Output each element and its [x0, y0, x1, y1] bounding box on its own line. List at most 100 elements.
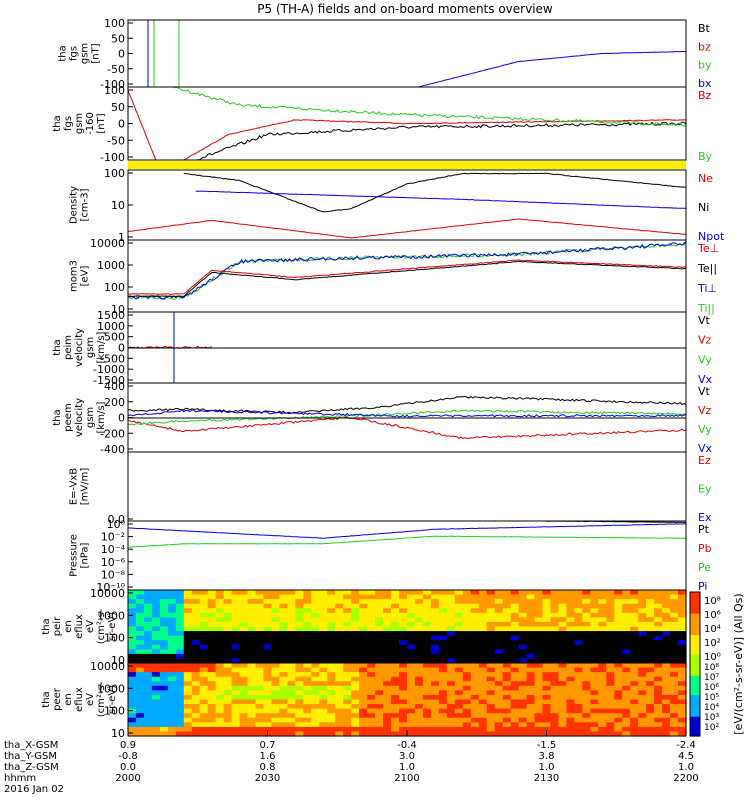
colorbar-cell: [690, 680, 700, 684]
y-axis-label: Density: [69, 186, 80, 224]
y-axis-label: tha: [41, 691, 52, 707]
colorbar-cell: [690, 721, 700, 725]
y-axis-label: peem: [63, 403, 74, 431]
chart-title: P5 (TH-A) fields and on-board moments ov…: [257, 2, 553, 16]
colorbar-tick: 10⁴: [704, 703, 719, 713]
colorbar-tick: 10⁶: [704, 610, 721, 621]
y-axis-label: tha: [52, 115, 63, 131]
colorbar-cell: [690, 704, 700, 708]
y-tick-label: 100: [104, 705, 125, 718]
legend-entry: Bt: [698, 22, 711, 35]
legend-entry: Pt: [698, 523, 710, 536]
colorbar-tick: 10²: [704, 723, 719, 733]
y-tick-label: 10: [111, 303, 125, 316]
colorbar-cell: [690, 625, 700, 629]
colorbar-tick: 10⁵: [704, 693, 719, 703]
y-tick-label: 10000: [90, 237, 125, 250]
colorbar-cell: [690, 702, 700, 706]
colorbar-cell: [690, 652, 700, 655]
y-tick-label: 50: [111, 101, 125, 114]
legend-entry: Ti⊥: [697, 282, 717, 295]
x-axis: tha_X-GSM 0.9 0.7 -0.4 -1.5 -2.4 tha_Y-GSM -0.8…: [4, 730, 699, 795]
colorbar-cell: [690, 712, 700, 715]
y-tick-label: -1000: [93, 363, 125, 376]
y-tick-label: 100: [104, 84, 125, 97]
colorbar-cell: [690, 697, 700, 701]
y-tick-label: 200: [104, 396, 125, 409]
colorbar-cell: [690, 606, 700, 610]
spectrogram-layer: [128, 161, 687, 737]
y-axis-label: [eV]: [80, 266, 91, 287]
colorbar-cell: [690, 695, 700, 699]
y-tick-label: 10: [111, 727, 125, 740]
y-axis-label: eflux: [74, 687, 85, 712]
legend-entry: Ez: [698, 454, 711, 467]
y-tick-label: 10⁻⁶: [101, 556, 126, 569]
legend-entry: Npot: [698, 230, 725, 243]
x-tick-label: -1.5: [537, 740, 557, 751]
legend-entry: Vt: [698, 385, 711, 398]
legend-entry: Ni: [698, 201, 709, 214]
y-axis-label: velocity: [74, 328, 85, 367]
y-tick-label: -500: [100, 352, 125, 365]
colorbar-cell: [690, 654, 700, 658]
legend-entry: Vy: [698, 353, 712, 366]
legend-entry: Pi: [698, 580, 707, 593]
pe-line: [127, 535, 687, 548]
colorbar-cell: [690, 728, 700, 732]
y-axis-label: gsm: [85, 337, 96, 358]
y-tick-label: 10000: [90, 660, 125, 673]
y-axis-label: mom3: [69, 260, 80, 292]
colorbar-cell: [690, 640, 700, 643]
y-tick-label: 1000: [97, 259, 125, 272]
x-row-label: tha_Z-GSM: [4, 762, 59, 773]
panel-frame: [127, 451, 687, 522]
colorbar-tick: 10⁸: [704, 663, 719, 673]
colorbar-cell: [690, 688, 700, 691]
colorbar-cell: [690, 731, 700, 735]
colorbar-cell: [690, 642, 700, 646]
y-axis-label: [nT]: [91, 43, 102, 63]
colorbar-cell: [690, 601, 700, 605]
colorbar-cell: [690, 685, 700, 689]
y-axis-label: sr-eV): [107, 685, 118, 714]
colorbar-cell: [690, 596, 700, 600]
x-row-label: tha_X-GSM: [4, 740, 58, 751]
y-tick-label: 1000: [97, 609, 125, 622]
y-axis-label: fgs: [63, 116, 74, 131]
y-axis-label: [nT]: [96, 113, 107, 133]
y-tick-label: 0: [118, 48, 125, 61]
y-tick-label: 1500: [97, 309, 125, 322]
x-tick-label: 1.0: [399, 762, 415, 773]
y-axis-label: tha: [41, 618, 52, 634]
y-tick-label: -50: [107, 63, 125, 76]
x-tick-label: 2200: [673, 773, 698, 784]
colorbar-cell: [690, 668, 700, 672]
y-tick-label: 500: [104, 331, 125, 344]
y-axis-label: eflux: [74, 614, 85, 639]
y-axis-label: peir: [52, 616, 63, 636]
colorbar-cell: [690, 666, 700, 670]
peem-vz-line: [127, 416, 687, 440]
y-tick-label: 100: [104, 17, 125, 30]
colorbar-cell: [690, 707, 700, 711]
legend-entry: Vt: [698, 314, 711, 327]
x-tick-label: 3.8: [539, 751, 555, 762]
y-axis-label: peer: [52, 687, 63, 711]
pi-line: [127, 523, 686, 539]
peir-spectrogram: [128, 590, 687, 664]
y-axis-label: en: [63, 693, 74, 706]
colorbar-tick: 10⁴: [704, 624, 721, 635]
colorbar-cell: [690, 616, 700, 619]
colorbar-cell: [690, 692, 700, 696]
colorbar-cell: [690, 714, 700, 718]
legend-entry: bz: [698, 40, 711, 53]
colorbar-cell: [690, 620, 700, 624]
y-tick-label: -100: [100, 78, 125, 91]
colorbar-cell: [690, 724, 700, 727]
ni-line: [183, 172, 687, 213]
colorbar-cell: [690, 733, 700, 737]
colorbar-cell: [690, 678, 700, 682]
y-axis-label: [km/s]: [96, 331, 107, 363]
